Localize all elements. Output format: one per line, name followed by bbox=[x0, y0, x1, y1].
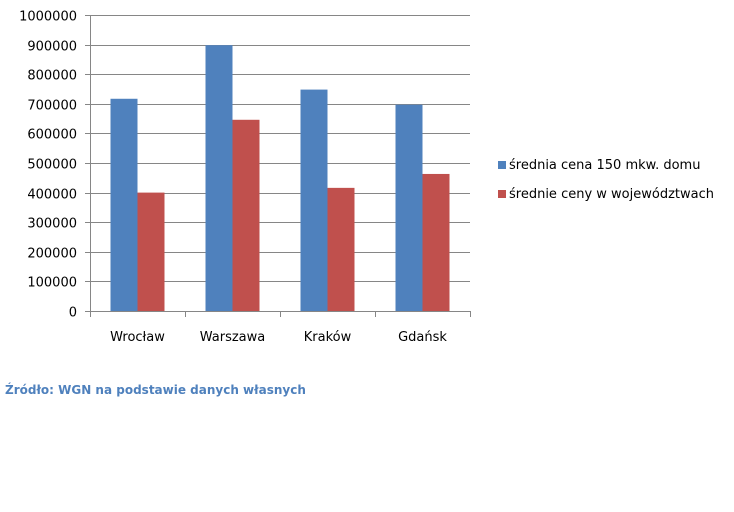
bar-voivodeship-price bbox=[422, 173, 450, 311]
y-tick-label: 0 bbox=[69, 306, 77, 321]
legend-label: średnie ceny w województwach bbox=[509, 187, 714, 202]
x-category-label: Wrocław bbox=[110, 330, 165, 345]
source-note: Źródło: WGN na podstawie danych własnych bbox=[5, 383, 306, 397]
y-tick-label: 400000 bbox=[27, 188, 77, 203]
y-tick-label: 700000 bbox=[27, 99, 77, 114]
legend-label: średnia cena 150 mkw. domu bbox=[509, 158, 700, 173]
y-tick-label: 1000000 bbox=[19, 10, 77, 25]
x-category-label: Warszawa bbox=[200, 330, 266, 345]
legend-swatch bbox=[498, 190, 506, 198]
x-category-label: Gdańsk bbox=[398, 330, 447, 345]
y-tick-label: 100000 bbox=[27, 276, 77, 291]
bar-house-price bbox=[110, 98, 138, 311]
bar-voivodeship-price bbox=[232, 119, 260, 311]
bar-house-price bbox=[395, 104, 423, 311]
bar-voivodeship-price bbox=[137, 192, 165, 311]
y-tick-label: 600000 bbox=[27, 128, 77, 143]
y-tick-label: 300000 bbox=[27, 217, 77, 232]
y-tick-label: 200000 bbox=[27, 247, 77, 262]
bar-house-price bbox=[300, 89, 328, 311]
y-tick-label: 900000 bbox=[27, 40, 77, 55]
bar-voivodeship-price bbox=[327, 187, 355, 311]
chart-area: 0 100000 200000 300000 400000 500000 600000 700… bbox=[19, 10, 714, 346]
bar-house-price bbox=[205, 45, 233, 311]
x-category-label: Kraków bbox=[304, 330, 352, 345]
legend-swatch bbox=[498, 161, 506, 169]
y-tick-label: 800000 bbox=[27, 69, 77, 84]
y-tick-label: 500000 bbox=[27, 158, 77, 173]
bar-chart: 0 100000 200000 300000 400000 500000 600000 700… bbox=[19, 10, 714, 346]
